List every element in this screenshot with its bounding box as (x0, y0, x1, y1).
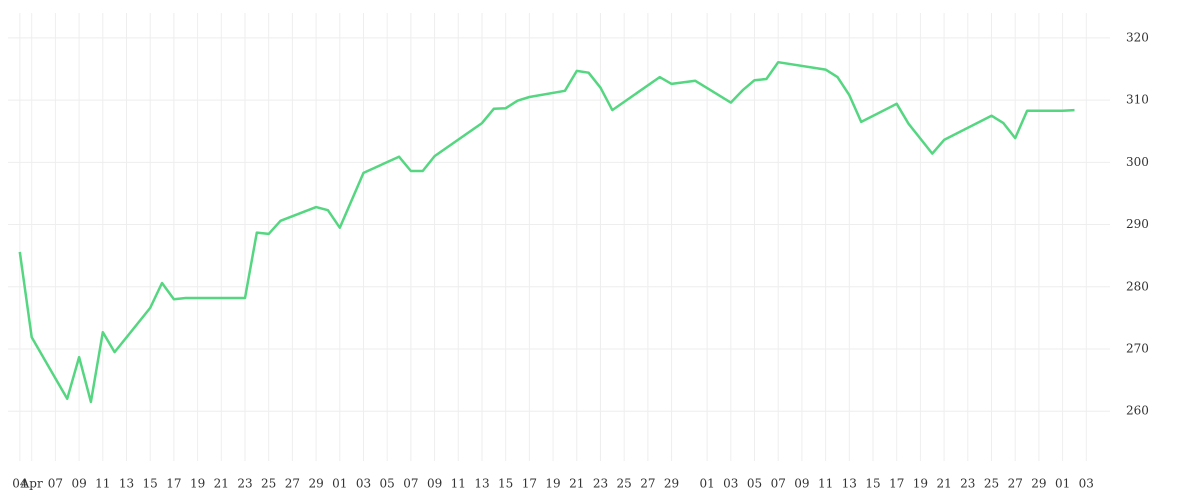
x-tick-label: 03 (723, 477, 738, 491)
line-series (18, 60, 1075, 404)
x-tick-label: 11 (818, 477, 833, 491)
x-tick-label: 09 (427, 477, 442, 491)
x-tick-label: 29 (664, 477, 679, 491)
x-tick-label: 01 (1055, 477, 1070, 491)
x-tick-label: 07 (48, 477, 63, 491)
y-tick-label: 280 (1126, 279, 1149, 293)
x-tick-label: 23 (237, 477, 252, 491)
x-tick-label: 09 (794, 477, 809, 491)
x-tick-label: 13 (119, 477, 134, 491)
x-tick-label: 25 (984, 477, 999, 491)
x-tick-label: 05 (747, 477, 762, 491)
x-tick-label: 21 (569, 477, 584, 491)
x-tick-label: Apr (20, 477, 43, 491)
x-tick-label: 19 (545, 477, 560, 491)
x-tick-label: 03 (356, 477, 371, 491)
x-tick-label: 13 (842, 477, 857, 491)
x-tick-label: 21 (214, 477, 229, 491)
y-tick-label: 270 (1126, 342, 1149, 356)
x-tick-label: 25 (617, 477, 632, 491)
x-tick-label: 09 (71, 477, 86, 491)
x-tick-label: 17 (522, 477, 537, 491)
x-tick-label: 29 (308, 477, 323, 491)
x-tick-label: 27 (640, 477, 655, 491)
x-tick-label: 19 (913, 477, 928, 491)
x-tick-label: 05 (380, 477, 395, 491)
x-tick-label: 11 (451, 477, 466, 491)
x-tick-label: 15 (498, 477, 513, 491)
y-tick-label: 310 (1126, 93, 1149, 107)
x-tick-label: 19 (190, 477, 205, 491)
y-tick-label: 300 (1126, 155, 1149, 169)
x-tick-label: 01 (699, 477, 714, 491)
x-tick-label: 15 (865, 477, 880, 491)
x-tick-label: 23 (593, 477, 608, 491)
x-tick-label: 01 (332, 477, 347, 491)
x-tick-label: 27 (285, 477, 300, 491)
x-tick-label: 17 (166, 477, 181, 491)
x-tick-label: 17 (889, 477, 904, 491)
y-tick-label: 320 (1126, 30, 1149, 44)
y-tick-label: 260 (1126, 404, 1149, 418)
x-tick-label: 23 (960, 477, 975, 491)
x-tick-label: 07 (771, 477, 786, 491)
x-tick-label: 13 (474, 477, 489, 491)
x-tick-label: 21 (936, 477, 951, 491)
x-tick-label: 04 (12, 477, 28, 491)
x-tick-label: 07 (403, 477, 418, 491)
x-tick-label: 25 (261, 477, 276, 491)
x-tick-label: 27 (1008, 477, 1023, 491)
y-tick-label: 290 (1126, 217, 1149, 231)
x-tick-label: 03 (1079, 477, 1094, 491)
x-tick-label: 11 (95, 477, 110, 491)
x-tick-label: 29 (1031, 477, 1046, 491)
x-tick-label: 15 (143, 477, 158, 491)
